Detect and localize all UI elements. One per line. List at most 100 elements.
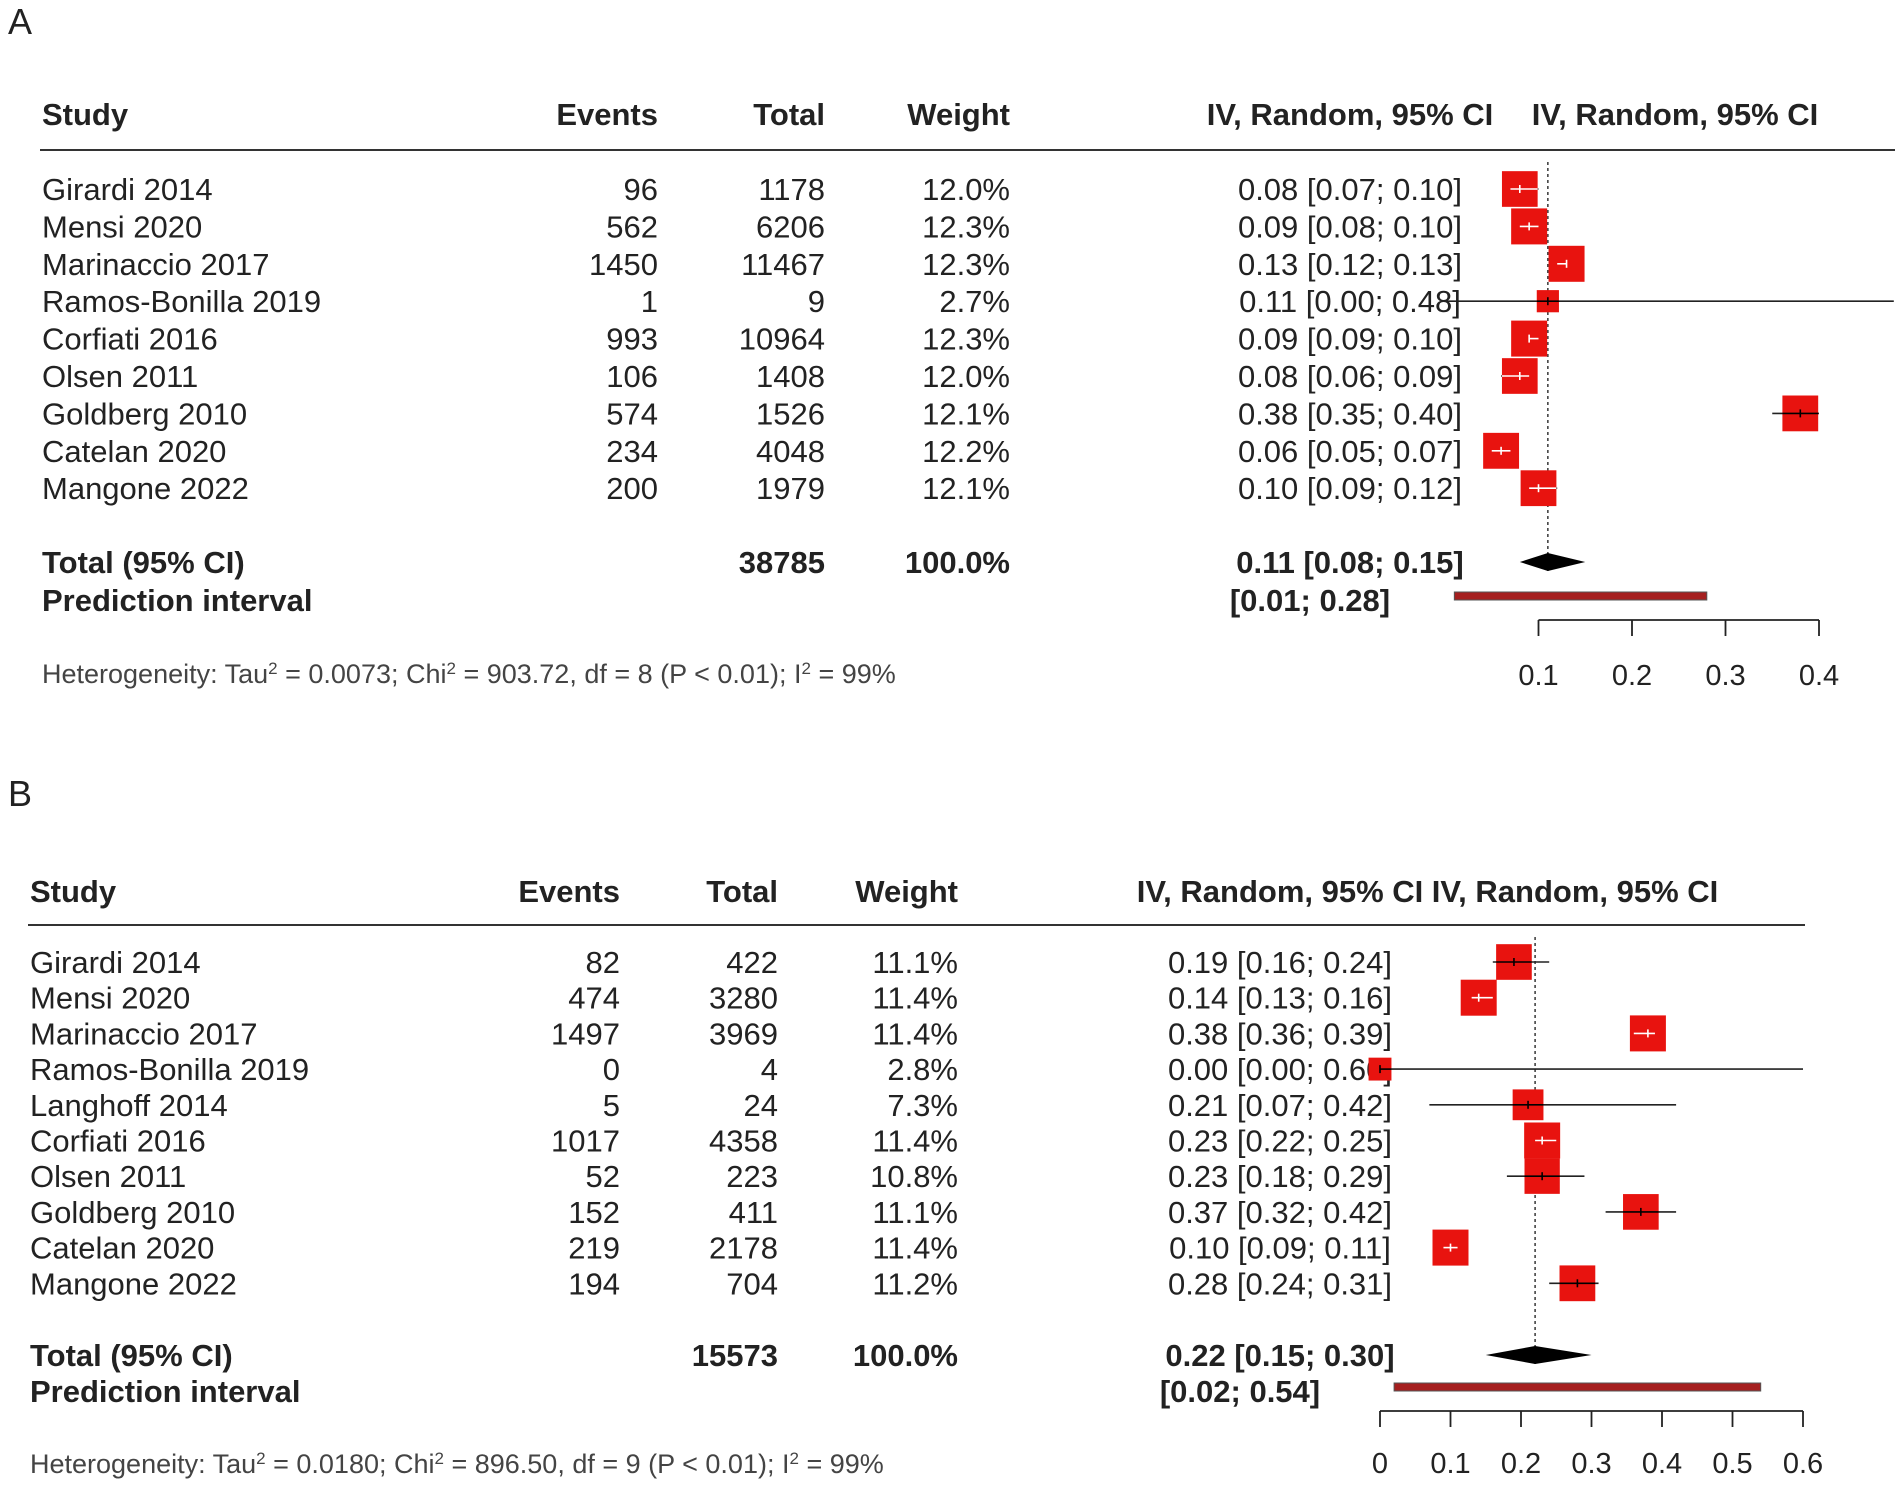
study-weight: 11.4% [872, 1124, 958, 1159]
forest-panel-b: B Study Events Total Weight IV, Random, 95% C… [8, 773, 1823, 1480]
study-ci-text: 0.11 [0.00; 0.48] [1239, 284, 1461, 319]
x-axis-tick-label: 0.3 [1571, 1448, 1611, 1480]
study-weight: 12.1% [922, 396, 1010, 431]
study-events: 106 [606, 359, 658, 394]
study-ci-text: 0.38 [0.35; 0.40] [1238, 396, 1462, 431]
study-name: Marinaccio 2017 [30, 1016, 257, 1051]
prediction-row: Prediction interval [0.01; 0.28] [42, 583, 1708, 618]
panel-label: A [8, 1, 32, 42]
study-weight: 12.0% [922, 172, 1010, 207]
study-total: 11467 [741, 247, 825, 282]
study-row: Marinaccio 2017 1497 3969 11.4% 0.38 [0.36; … [30, 1015, 1666, 1052]
x-axis-tick-label: 0.3 [1705, 660, 1745, 692]
x-axis-tick-label: 0 [1372, 1448, 1388, 1480]
study-events: 96 [624, 172, 658, 207]
study-ci-text: 0.19 [0.16; 0.24] [1168, 945, 1392, 980]
header-study: Study [30, 874, 117, 909]
total-row: Total (95% CI) 38785 100.0% 0.11 [0.08; 0.1… [42, 545, 1586, 580]
study-total: 1979 [756, 471, 825, 506]
study-name: Mangone 2022 [30, 1266, 237, 1301]
study-total: 10964 [739, 322, 825, 357]
study-ci-text: 0.13 [0.12; 0.13] [1238, 247, 1462, 282]
study-events: 200 [606, 471, 658, 506]
study-events: 562 [606, 209, 658, 244]
x-axis: 0.1 0.2 0.3 0.4 [1518, 619, 1839, 692]
study-row: Mensi 2020 474 3280 11.4% 0.14 [0.13; 0.16] [30, 979, 1497, 1016]
study-total: 3969 [709, 1016, 778, 1051]
study-events: 1497 [551, 1016, 620, 1051]
total-ci-text: 0.22 [0.15; 0.30] [1165, 1338, 1394, 1373]
total-row: Total (95% CI) 15573 100.0% 0.22 [0.15; 0.3… [30, 1338, 1592, 1373]
study-name: Marinaccio 2017 [42, 247, 269, 282]
study-ci-text: 0.23 [0.18; 0.29] [1168, 1159, 1392, 1194]
study-name: Corfiati 2016 [42, 322, 218, 357]
header-ci: IV, Random, 95% CI [1207, 97, 1494, 132]
study-total: 6206 [756, 209, 825, 244]
study-events: 993 [606, 322, 658, 357]
study-name: Goldberg 2010 [42, 396, 247, 431]
study-ci-text: 0.10 [0.09; 0.11] [1169, 1231, 1391, 1266]
study-weight: 12.1% [922, 471, 1010, 506]
study-total: 223 [726, 1159, 778, 1194]
study-ci-text: 0.14 [0.13; 0.16] [1168, 981, 1392, 1016]
study-ci-text: 0.37 [0.32; 0.42] [1168, 1195, 1392, 1230]
study-weight: 11.4% [872, 1231, 958, 1266]
study-events: 474 [568, 981, 620, 1016]
header-weight: Weight [855, 874, 958, 909]
study-total: 9 [808, 284, 825, 319]
prediction-bar [1453, 591, 1708, 601]
study-weight: 7.3% [887, 1088, 958, 1123]
total-label: Total (95% CI) [30, 1338, 233, 1373]
study-events: 1450 [589, 247, 658, 282]
x-axis-tick-label: 0.6 [1783, 1448, 1823, 1480]
x-axis: 0 0.1 0.2 0.3 0.4 0.5 0.6 [1372, 1410, 1823, 1480]
study-total: 24 [744, 1088, 778, 1123]
study-row: Catelan 2020 219 2178 11.4% 0.10 [0.09; 0.11… [30, 1229, 1469, 1266]
study-ci-text: 0.00 [0.00; 0.60] [1168, 1052, 1392, 1087]
x-axis-tick-label: 0.2 [1612, 660, 1652, 692]
study-weight: 12.3% [922, 322, 1010, 357]
study-ci-text: 0.28 [0.24; 0.31] [1168, 1266, 1392, 1301]
study-total: 4358 [709, 1124, 778, 1159]
study-name: Catelan 2020 [42, 434, 226, 469]
prediction-bar [1393, 1382, 1762, 1392]
study-ci-text: 0.09 [0.09; 0.10] [1238, 322, 1462, 357]
study-ci-text: 0.08 [0.07; 0.10] [1238, 172, 1462, 207]
study-row: Ramos-Bonilla 2019 0 4 2.8% 0.00 [0.00; 0.60… [30, 1052, 1803, 1087]
study-weight: 12.0% [922, 359, 1010, 394]
study-row: Olsen 2011 52 223 10.8% 0.23 [0.18; 0.29] [30, 1158, 1585, 1194]
header-plot: IV, Random, 95% CI [1532, 97, 1819, 132]
study-weight: 11.4% [872, 981, 958, 1016]
heterogeneity-text: Heterogeneity: Tau2 = 0.0073; Chi2 = 903… [42, 659, 896, 690]
study-ci-text: 0.10 [0.09; 0.12] [1238, 471, 1462, 506]
header-weight: Weight [907, 97, 1010, 132]
x-axis-tick-label: 0.4 [1799, 660, 1839, 692]
heterogeneity-text: Heterogeneity: Tau2 = 0.0180; Chi2 = 896… [30, 1449, 884, 1480]
study-row: Corfiati 2016 1017 4358 11.4% 0.23 [0.22; 0.… [30, 1122, 1561, 1159]
study-events: 82 [586, 945, 620, 980]
study-ci-text: 0.21 [0.07; 0.42] [1168, 1088, 1392, 1123]
study-events: 52 [586, 1159, 620, 1194]
study-row: Mensi 2020 562 6206 12.3% 0.09 [0.08; 0.10] [42, 208, 1548, 245]
study-name: Girardi 2014 [30, 945, 201, 980]
prediction-ci-text: [0.02; 0.54] [1160, 1374, 1320, 1409]
study-row: Langhoff 2014 5 24 7.3% 0.21 [0.07; 0.42] [30, 1088, 1677, 1123]
study-weight: 12.3% [922, 247, 1010, 282]
x-axis-tick-label: 0.5 [1712, 1448, 1752, 1480]
header-ci: IV, Random, 95% CI [1137, 874, 1424, 909]
x-axis-tick-label: 0.4 [1642, 1448, 1682, 1480]
header-events: Events [518, 874, 620, 909]
study-total: 422 [726, 945, 778, 980]
total-weight: 100.0% [905, 545, 1010, 580]
study-weight: 2.7% [939, 284, 1010, 319]
study-row: Girardi 2014 96 1178 12.0% 0.08 [0.07; 0.10] [42, 171, 1539, 207]
study-events: 1 [641, 284, 658, 319]
study-row: Girardi 2014 82 422 11.1% 0.19 [0.16; 0.24] [30, 944, 1550, 980]
prediction-label: Prediction interval [42, 583, 312, 618]
study-total: 4048 [756, 434, 825, 469]
study-ci-text: 0.09 [0.08; 0.10] [1238, 209, 1462, 244]
study-weight: 2.8% [887, 1052, 958, 1087]
study-weight: 11.1% [872, 945, 958, 980]
study-total: 704 [726, 1266, 778, 1301]
prediction-ci-text: [0.01; 0.28] [1230, 583, 1390, 618]
